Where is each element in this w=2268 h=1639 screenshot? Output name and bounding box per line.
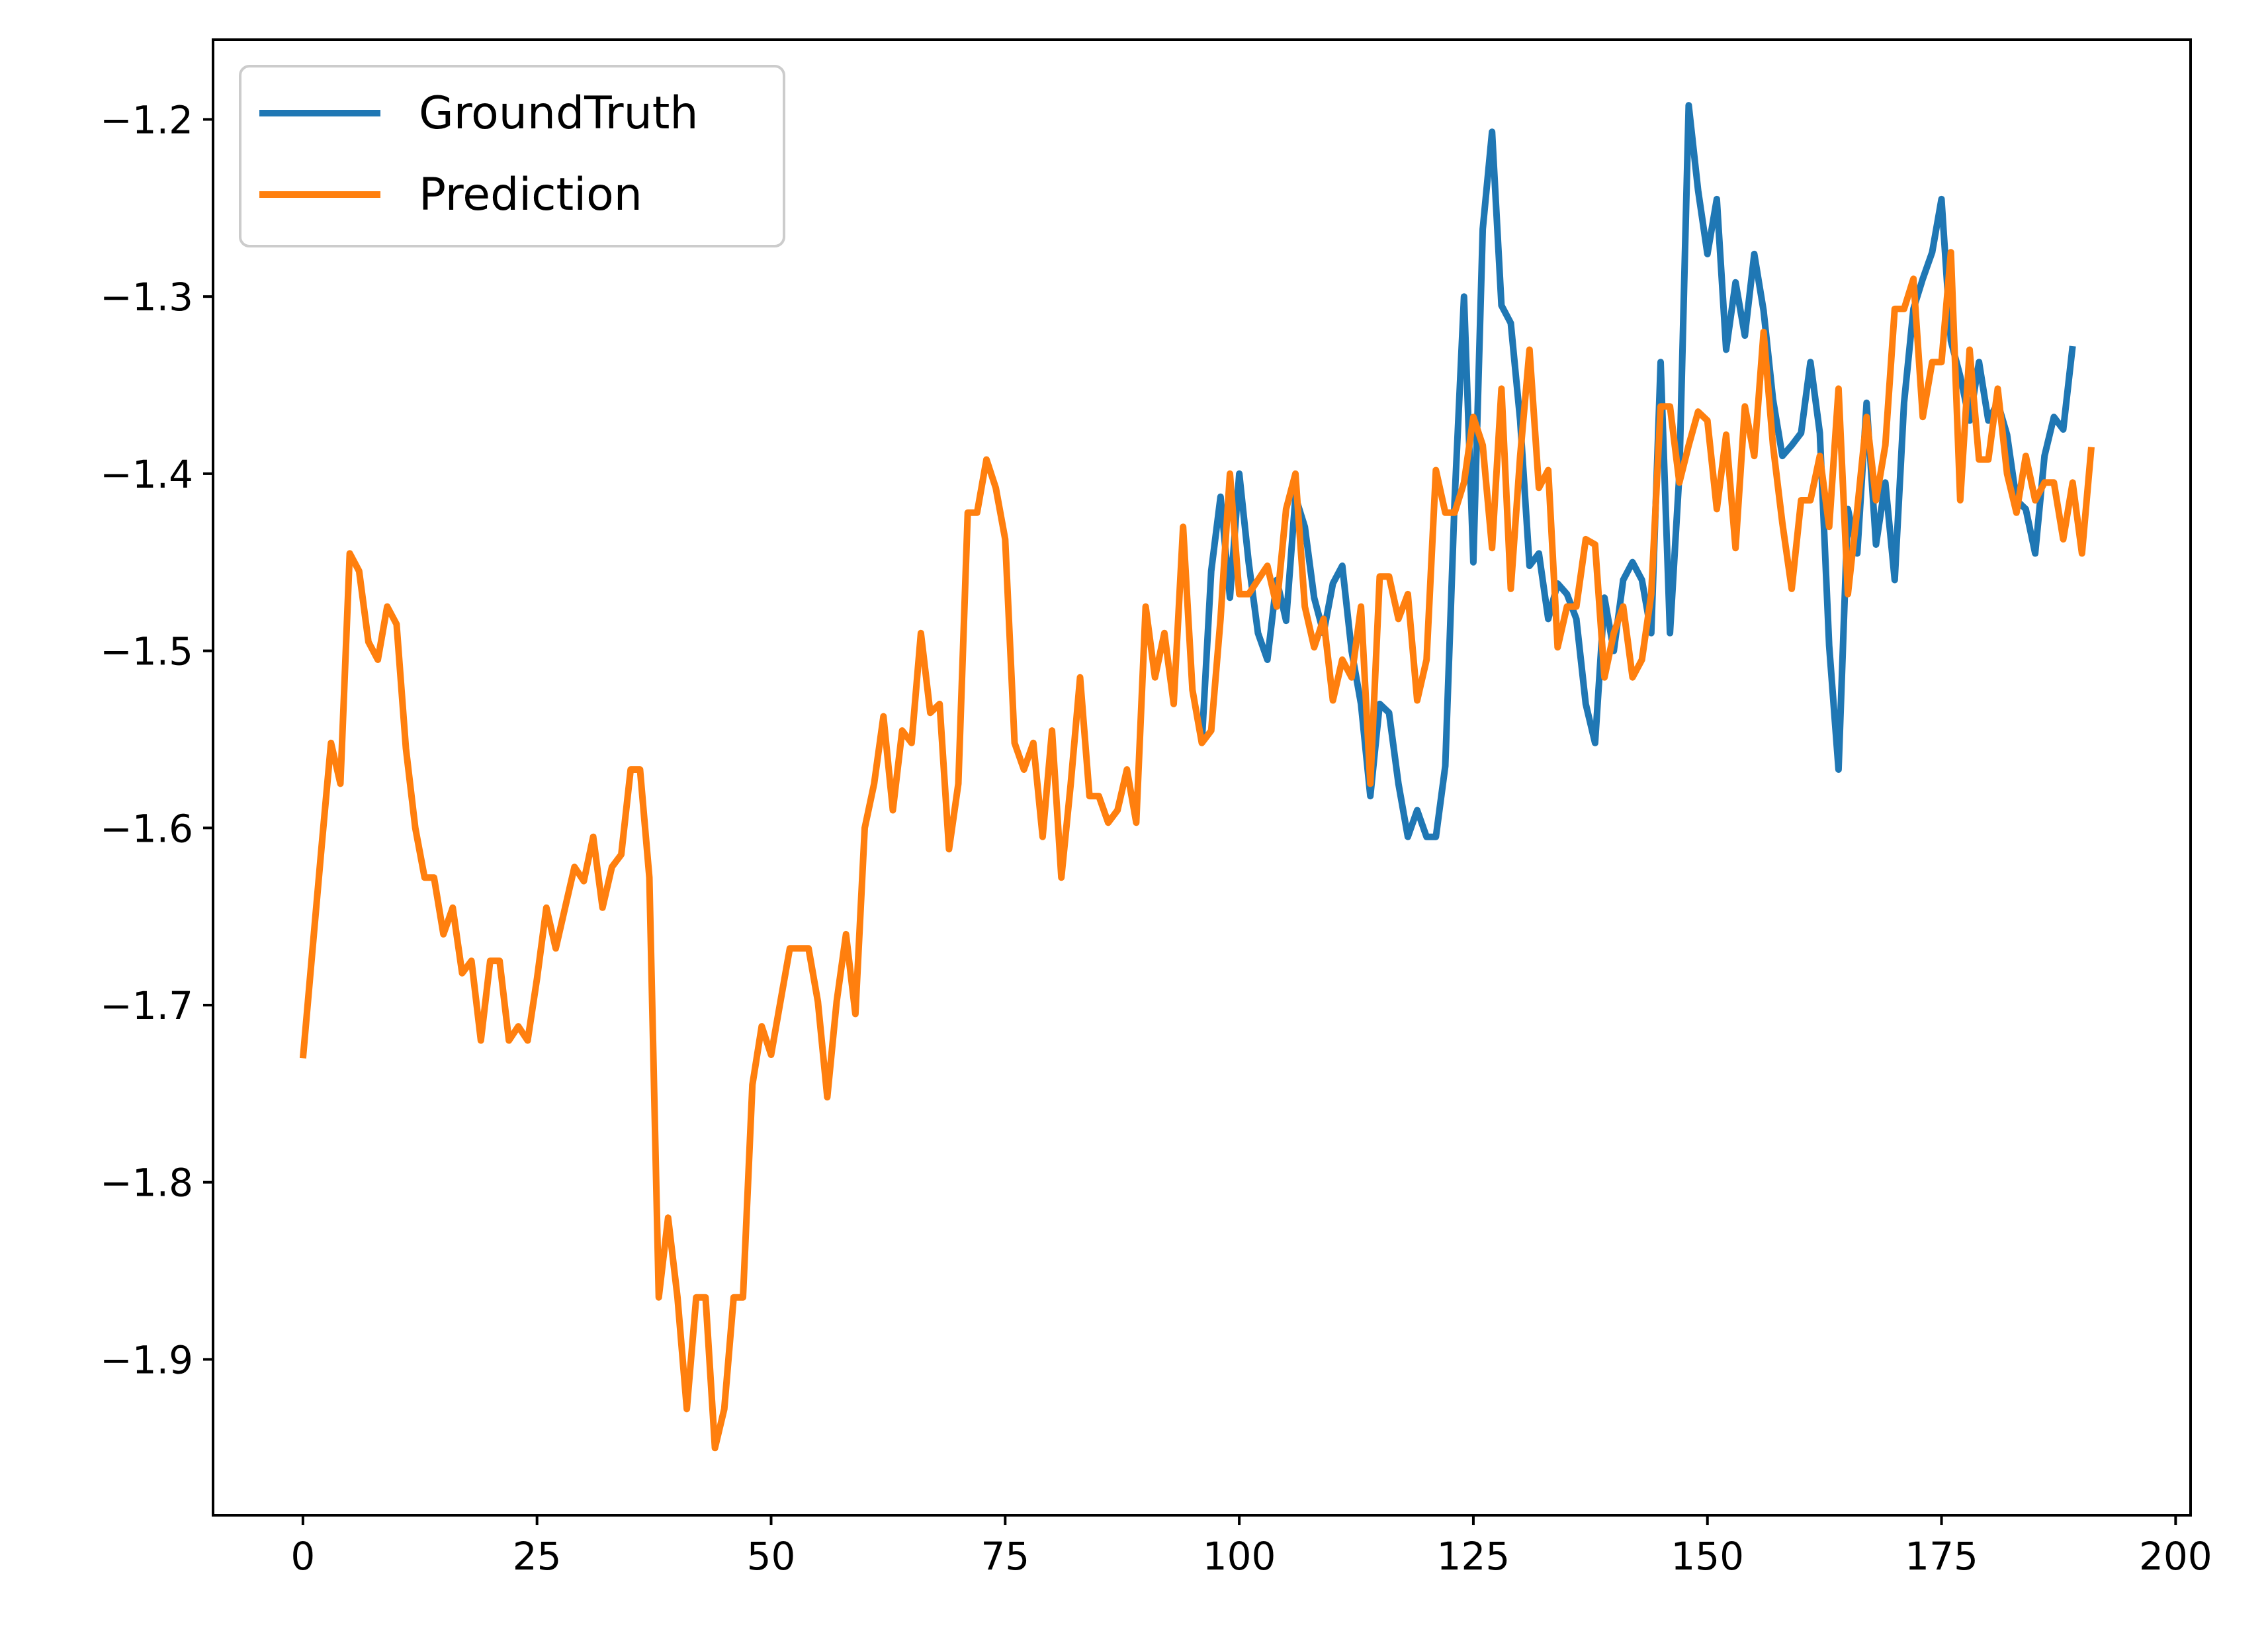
legend-label-groundtruth: GroundTruth	[419, 87, 698, 140]
x-tick-label: 175	[1905, 1534, 1978, 1579]
x-tick-label: 25	[513, 1534, 562, 1579]
x-tick-label: 125	[1437, 1534, 1510, 1579]
legend-label-prediction: Prediction	[419, 169, 642, 221]
series-layer	[299, 102, 2095, 1452]
y-tick-label: −1.7	[100, 983, 193, 1028]
y-tick-label: −1.9	[100, 1337, 193, 1382]
x-tick-label: 50	[747, 1534, 796, 1579]
x-tick-label: 0	[290, 1534, 315, 1579]
plot-area	[213, 40, 2191, 1515]
y-tick-label: −1.2	[100, 97, 193, 142]
y-tick-label: −1.3	[100, 275, 193, 320]
x-tick-label: 200	[2139, 1534, 2212, 1579]
x-tick-label: 150	[1671, 1534, 1744, 1579]
y-axis: −1.9 −1.8 −1.7 −1.6 −1.5 −1.4 −1.3 −1.2	[100, 97, 213, 1382]
legend: GroundTruth Prediction	[239, 65, 785, 247]
y-tick-label: −1.4	[100, 452, 193, 497]
x-axis: 0 25 50 75 100 125 150 175 200	[290, 1515, 2212, 1579]
y-tick-label: −1.5	[100, 629, 193, 674]
y-tick-label: −1.8	[100, 1161, 193, 1206]
series-line-prediction	[299, 249, 2095, 1452]
axes-frame	[212, 38, 2192, 1517]
series-line-groundtruth	[1198, 102, 2076, 840]
y-tick-label: −1.6	[100, 806, 193, 851]
x-tick-label: 75	[981, 1534, 1029, 1579]
x-tick-label: 100	[1203, 1534, 1276, 1579]
